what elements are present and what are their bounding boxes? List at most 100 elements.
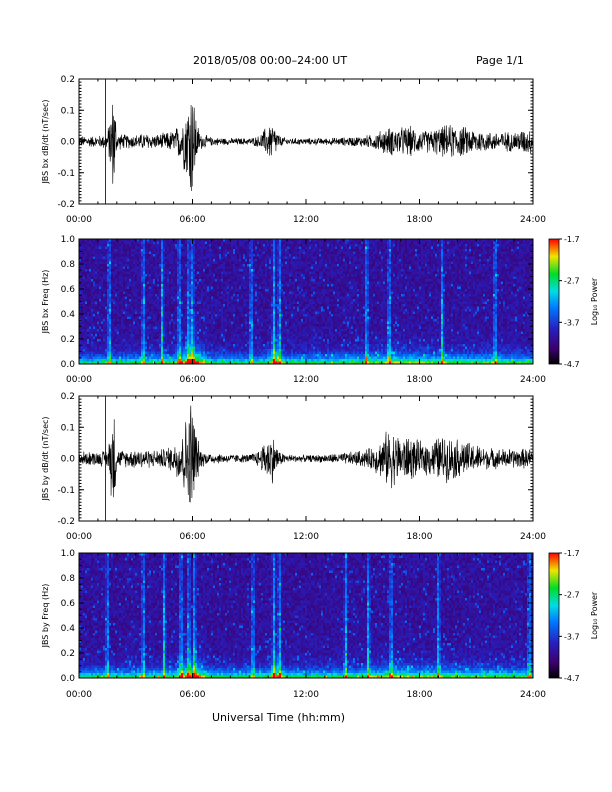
spectrogram-cell	[225, 339, 227, 342]
spectrogram-cell	[131, 301, 133, 304]
spectrogram-cell	[213, 246, 215, 249]
spectrogram-cell	[123, 336, 125, 339]
spectrogram-cell	[85, 274, 87, 277]
spectrogram-cell	[199, 286, 201, 289]
spectrogram-cell	[269, 311, 271, 314]
spectrogram-cell	[155, 244, 157, 247]
spectrogram-cell	[153, 311, 155, 314]
spectrogram-cell	[105, 361, 107, 364]
spectrogram-cell	[261, 266, 263, 269]
spectrogram-cell	[207, 299, 209, 302]
spectrogram-cell	[83, 309, 85, 312]
spectrogram-cell	[253, 311, 255, 314]
spectrogram-cell	[177, 334, 179, 337]
spectrogram-cell	[103, 331, 105, 334]
spectrogram-cell	[211, 291, 213, 294]
spectrogram-cell	[127, 344, 129, 347]
spectrogram-cell	[177, 241, 179, 244]
spectrogram-cell	[175, 314, 177, 317]
y-tick-label: -0.2	[57, 200, 75, 210]
spectrogram-cell	[147, 344, 149, 347]
spectrogram-cell	[91, 276, 93, 279]
spectrogram-cell	[225, 359, 227, 362]
spectrogram-cell	[141, 246, 143, 249]
spectrogram-cell	[271, 276, 273, 279]
spectrogram-cell	[101, 354, 103, 357]
spectrogram-cell	[123, 246, 125, 249]
spectrogram-cell	[109, 301, 111, 304]
spectrogram-cell	[219, 321, 221, 324]
spectrogram-cell	[257, 261, 259, 264]
spectrogram-cell	[81, 304, 83, 307]
spectrogram-cell	[175, 339, 177, 342]
spectrogram-cell	[189, 254, 191, 257]
spectrogram-cell	[147, 316, 149, 319]
spectrogram-cell	[225, 259, 227, 262]
spectrogram-cell	[97, 266, 99, 269]
spectrogram-cell	[129, 294, 131, 297]
spectrogram-cell	[203, 284, 205, 287]
spectrogram-cell	[213, 274, 215, 277]
spectrogram-cell	[105, 356, 107, 359]
spectrogram-cell	[143, 336, 145, 339]
spectrogram-cell	[189, 291, 191, 294]
spectrogram-cell	[159, 304, 161, 307]
spectrogram-cell	[249, 254, 251, 257]
spectrogram-cell	[207, 296, 209, 299]
spectrogram-cell	[151, 269, 153, 272]
spectrogram-cell	[81, 296, 83, 299]
spectrogram-cell	[227, 311, 229, 314]
spectrogram-cell	[127, 306, 129, 309]
spectrogram-cell	[271, 316, 273, 319]
spectrogram-cell	[93, 281, 95, 284]
spectrogram-cell	[137, 276, 139, 279]
spectrogram-cell	[167, 276, 169, 279]
spectrogram-cell	[189, 281, 191, 284]
spectrogram-cell	[81, 329, 83, 332]
spectrogram-cell	[173, 309, 175, 312]
spectrogram-cell	[109, 334, 111, 337]
spectrogram-cell	[219, 311, 221, 314]
spectrogram-cell	[251, 289, 253, 292]
spectrogram-cell	[103, 251, 105, 254]
spectrogram-cell	[153, 316, 155, 319]
spectrogram-cell	[135, 336, 137, 339]
spectrogram-cell	[175, 256, 177, 259]
spectrogram-cell	[83, 251, 85, 254]
spectrogram-cell	[115, 334, 117, 337]
spectrogram-cell	[213, 309, 215, 312]
spectrogram-cell	[183, 241, 185, 244]
spectrogram-cell	[257, 249, 259, 252]
spectrogram-cell	[209, 316, 211, 319]
spectrogram-cell	[237, 289, 239, 292]
spectrogram-cell	[199, 314, 201, 317]
spectrogram-cell	[107, 346, 109, 349]
spectrogram-cell	[105, 309, 107, 312]
spectrogram-cell	[121, 294, 123, 297]
spectrogram-cell	[197, 306, 199, 309]
spectrogram-cell	[157, 251, 159, 254]
spectrogram-cell	[109, 331, 111, 334]
spectrogram-cell	[129, 356, 131, 359]
spectrogram-cell	[83, 361, 85, 364]
spectrogram-cell	[85, 289, 87, 292]
spectrogram-cell	[159, 331, 161, 334]
spectrogram-cell	[143, 276, 145, 279]
spectrogram-cell	[211, 311, 213, 314]
spectrogram-cell	[127, 351, 129, 354]
spectrogram-cell	[195, 274, 197, 277]
spectrogram-cell	[133, 329, 135, 332]
spectrogram-cell	[223, 331, 225, 334]
spectrogram-cell	[189, 359, 191, 362]
spectrogram-cell	[231, 261, 233, 264]
spectrogram-cell	[199, 299, 201, 302]
spectrogram-cell	[267, 334, 269, 337]
spectrogram-cell	[153, 309, 155, 312]
spectrogram-cell	[173, 359, 175, 362]
spectrogram-cell	[265, 339, 267, 342]
spectrogram-cell	[251, 256, 253, 259]
spectrogram-cell	[185, 276, 187, 279]
spectrogram-cell	[121, 291, 123, 294]
spectrogram-cell	[85, 339, 87, 342]
spectrogram-cell	[85, 319, 87, 322]
